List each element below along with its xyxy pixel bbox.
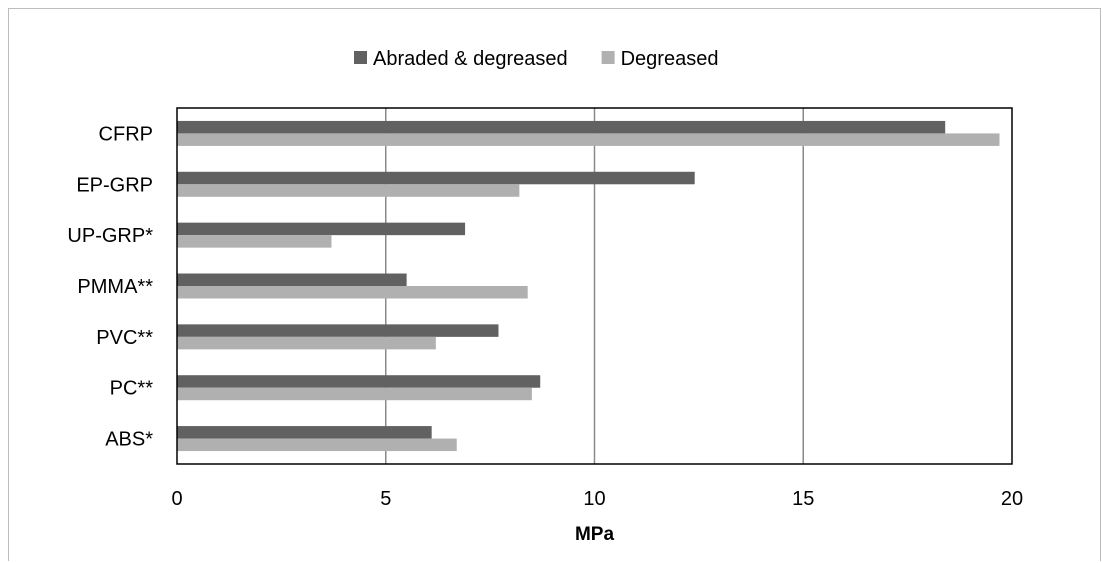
category-label: UP-GRP* [67, 225, 153, 247]
plot-area-border [176, 107, 1013, 465]
legend-label: Abraded & degreased [373, 48, 568, 70]
x-tick-label: 15 [792, 488, 814, 510]
bar-degreased [177, 438, 457, 452]
x-tick-label: 0 [171, 488, 182, 510]
category-label: EP-GRP [76, 174, 153, 196]
bar-degreased [177, 133, 1000, 146]
category-label: PC** [110, 378, 154, 400]
bar-abraded-degreased [177, 324, 499, 337]
bar-abraded-degreased [177, 120, 946, 134]
bar-abraded-degreased [177, 222, 466, 236]
x-tick-label: 10 [583, 488, 605, 510]
bar-degreased [177, 184, 520, 197]
x-axis-tick-labels: 0 5 10 15 20 [171, 488, 1023, 510]
legend-swatch [354, 51, 367, 64]
chart-frame: Abraded & degreased Degreased CFRP EP-GRP U… [8, 8, 1101, 561]
bar-degreased [177, 286, 528, 299]
bars [177, 120, 1000, 452]
x-axis-title: MPa [575, 524, 615, 545]
x-tick-label: 20 [1001, 488, 1023, 510]
bar-abraded-degreased [177, 171, 695, 185]
category-label: PMMA** [77, 276, 153, 298]
bar-abraded-degreased [177, 375, 541, 388]
category-label: ABS* [105, 429, 153, 451]
category-labels: CFRP EP-GRP UP-GRP* PMMA** PVC** PC** ABS* [67, 123, 153, 450]
bar-abraded-degreased [177, 426, 432, 439]
bar-chart: Abraded & degreased Degreased CFRP EP-GRP U… [67, 48, 1023, 545]
bar-degreased [177, 336, 436, 350]
x-tick-label: 5 [380, 488, 391, 510]
category-label: PVC** [96, 327, 153, 349]
category-label: CFRP [99, 123, 153, 145]
legend-label: Degreased [621, 48, 719, 70]
bar-degreased [177, 235, 332, 248]
bar-abraded-degreased [177, 273, 407, 286]
legend: Abraded & degreased Degreased [354, 48, 718, 70]
bar-degreased [177, 387, 532, 401]
legend-swatch [601, 51, 615, 64]
